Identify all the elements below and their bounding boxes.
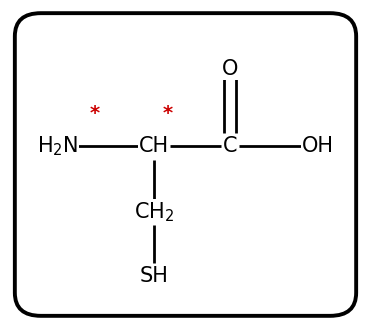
FancyBboxPatch shape [15,13,356,316]
Text: O: O [222,59,238,79]
Text: CH$_2$: CH$_2$ [134,200,174,224]
Text: C: C [223,137,237,156]
Text: SH: SH [139,266,168,286]
Text: *: * [163,104,173,123]
Text: H$_2$N: H$_2$N [37,135,78,158]
Text: *: * [89,104,100,123]
Text: CH: CH [139,137,169,156]
Text: OH: OH [302,137,334,156]
